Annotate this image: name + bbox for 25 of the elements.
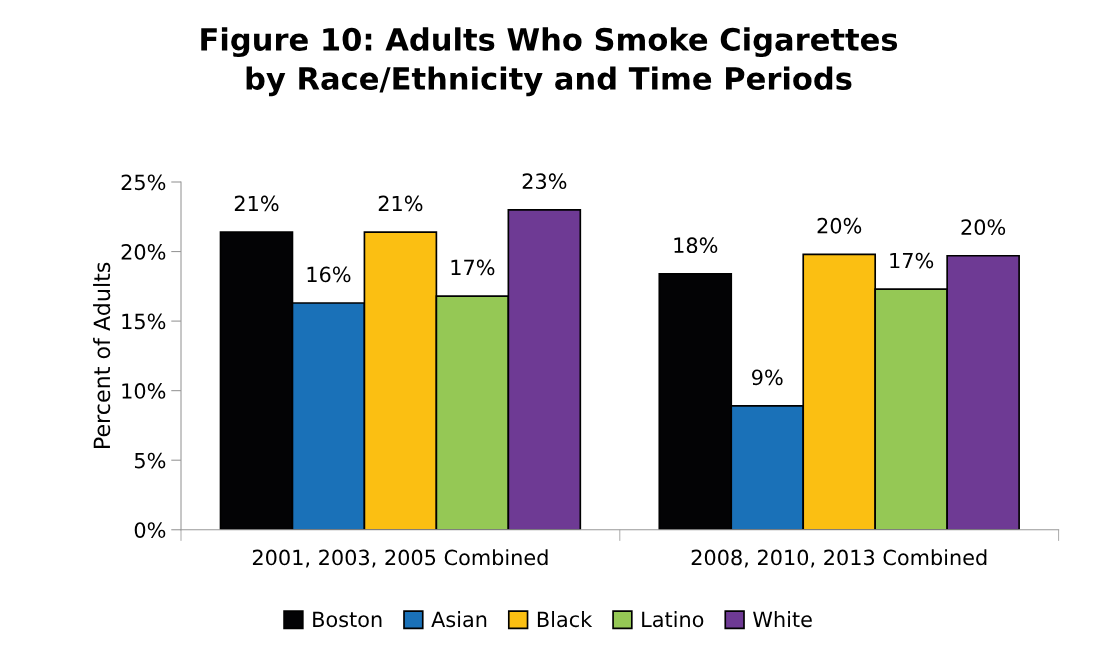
data-label: 17%	[890, 252, 934, 269]
data-label: 20%	[817, 217, 862, 234]
y-tick-label: 5%	[134, 452, 166, 469]
y-tick-label: 25%	[121, 174, 166, 191]
legend-label: Latino	[642, 611, 704, 628]
y-tick-label: 15%	[122, 313, 166, 330]
data-label: 23%	[522, 173, 567, 190]
data-label: 21%	[378, 195, 423, 212]
data-label: 9%	[752, 369, 783, 386]
data-label: 18%	[674, 237, 718, 254]
y-tick-label: 10%	[122, 383, 166, 399]
data-label: 17%	[451, 259, 495, 276]
legend-label: Asian	[431, 611, 487, 628]
x-tick-label: 2001, 2003, 2005 Combined	[252, 549, 548, 568]
chart-title: Figure 10: Adults Who Smoke Cigarettes by Race/Ethnicity and Time Periods	[201, 27, 898, 97]
y-tick-label: 20%	[121, 244, 166, 260]
x-tick-label: 2008, 2010, 2013 Combined	[691, 549, 987, 568]
legend-label: Black	[537, 611, 593, 628]
data-label: 16%	[307, 266, 351, 283]
legend-label: White	[753, 611, 812, 628]
legend-label: Boston	[313, 611, 382, 628]
data-label: 21%	[234, 195, 279, 212]
y-tick-label: 0%	[134, 522, 166, 538]
y-axis-title: Percent of Adults	[93, 262, 111, 448]
data-label: 20%	[961, 219, 1006, 236]
